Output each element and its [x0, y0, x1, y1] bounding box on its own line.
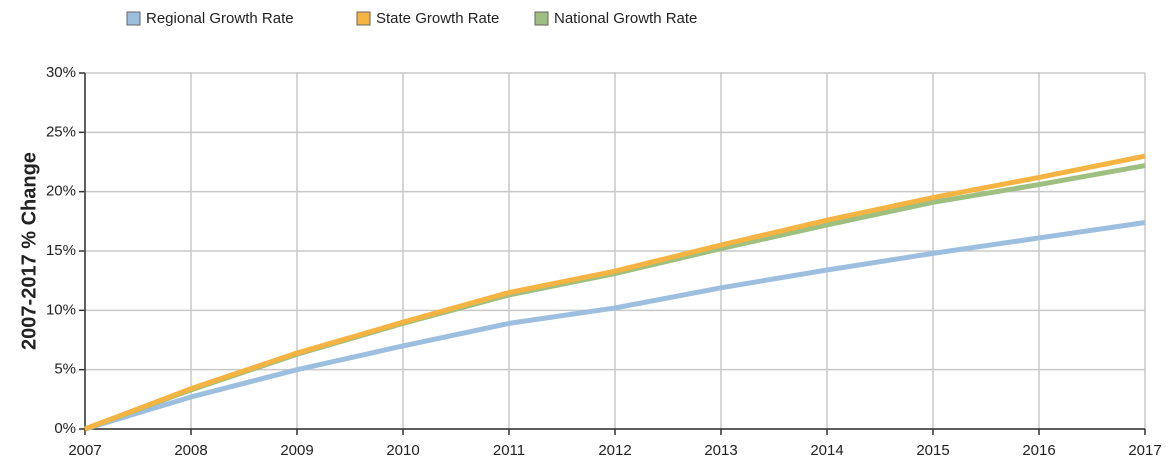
series-line	[84, 220, 1146, 432]
y-tick-label: 5%	[54, 361, 76, 378]
x-tick-label: 2013	[704, 442, 737, 459]
y-axis-label: 2007-2017 % Change	[18, 152, 40, 350]
x-tick-label: 2008	[174, 442, 207, 459]
legend-label: National Growth Rate	[554, 10, 697, 27]
legend-swatch	[126, 11, 141, 26]
x-tick-label: 2017	[1128, 442, 1161, 459]
y-tick-label: 30%	[46, 64, 76, 81]
y-tick-label: 10%	[46, 301, 76, 318]
x-tick-label: 2015	[916, 442, 949, 459]
x-tick-label: 2011	[493, 442, 525, 459]
x-tick-label: 2016	[1022, 442, 1055, 459]
x-tick-label: 2014	[810, 442, 843, 459]
x-tick-label: 2007	[68, 442, 101, 459]
x-tick-label: 2010	[386, 442, 419, 459]
series-line	[84, 153, 1146, 432]
x-tick-label: 2012	[598, 442, 631, 459]
legend-label: State Growth Rate	[376, 10, 499, 27]
y-tick-label: 15%	[46, 242, 76, 259]
y-tick-label: 0%	[54, 420, 76, 437]
legend-swatch	[356, 11, 371, 26]
legend-label: Regional Growth Rate	[146, 10, 294, 27]
y-tick-label: 25%	[46, 123, 76, 140]
x-tick-label: 2009	[280, 442, 313, 459]
y-tick-label: 20%	[46, 183, 76, 200]
legend-swatch	[534, 11, 549, 26]
